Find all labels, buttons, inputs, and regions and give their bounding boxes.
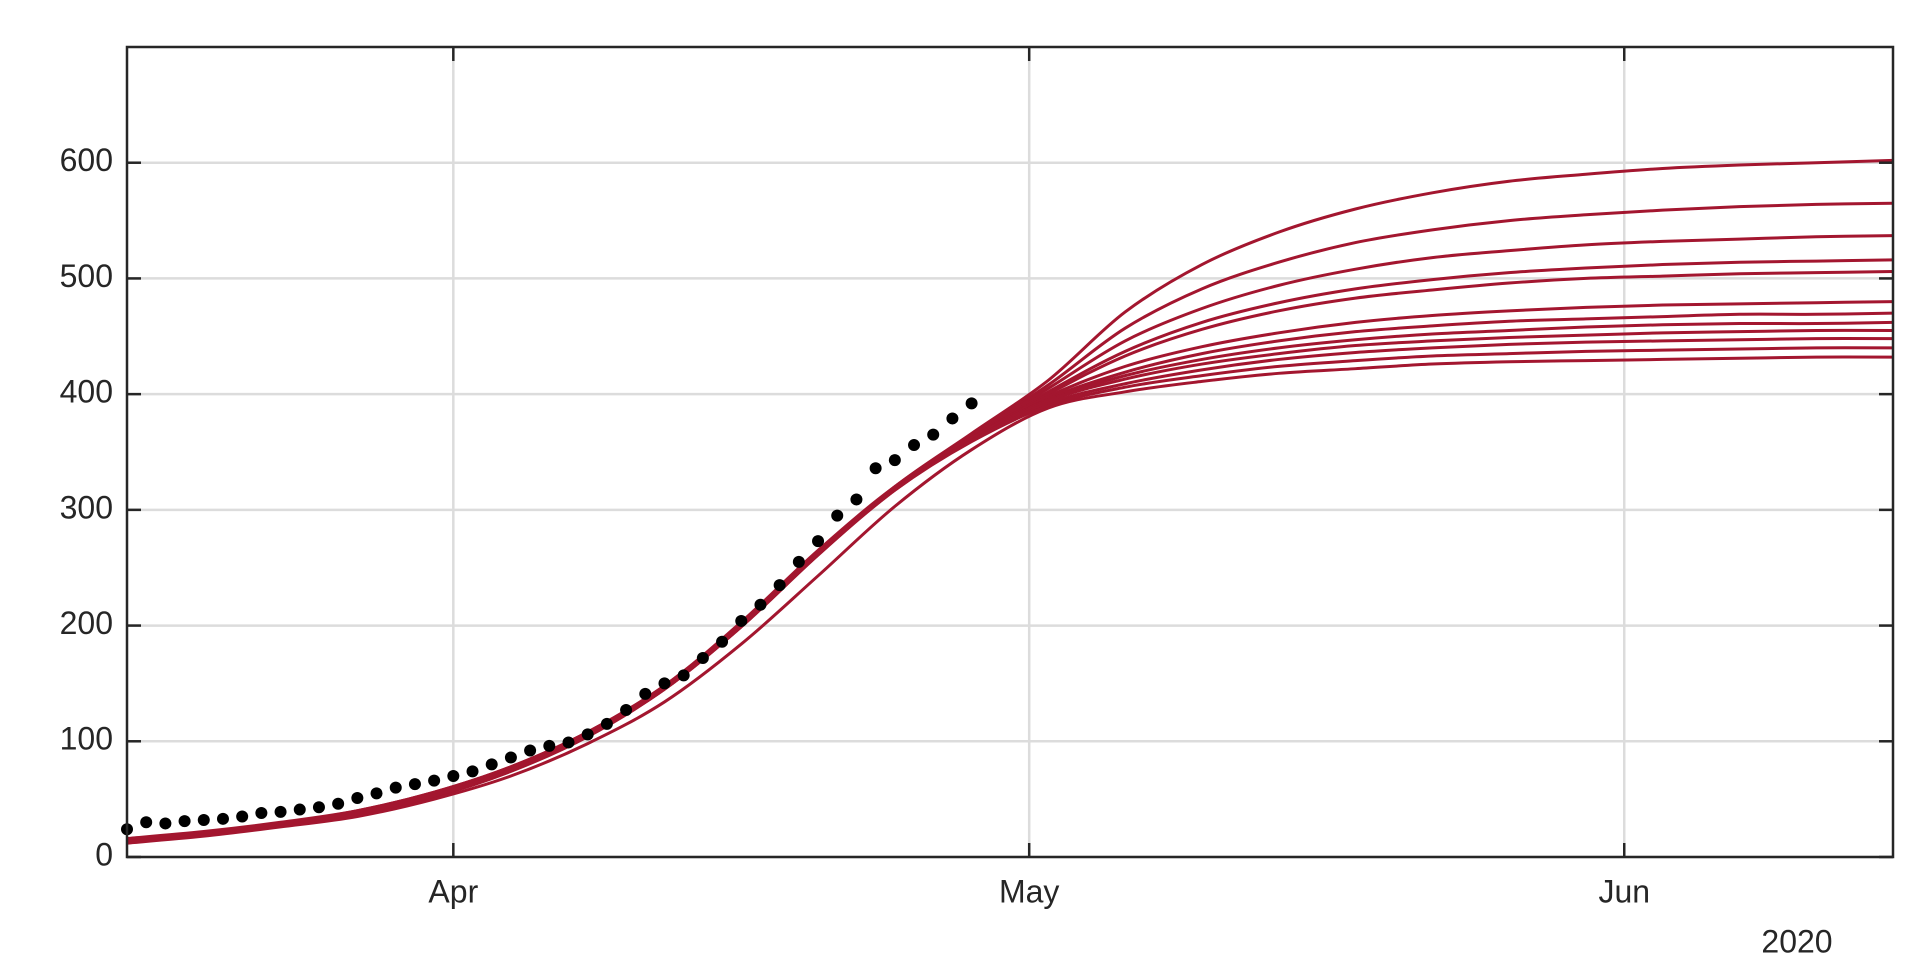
observed-point (216, 812, 229, 825)
dots (121, 397, 978, 836)
observed-point (716, 635, 729, 648)
observed-point (466, 765, 479, 778)
observed-point (178, 815, 191, 828)
y-tick-label: 200 (60, 605, 113, 641)
observed-point (351, 791, 364, 804)
observed-point (677, 669, 690, 682)
observed-point (600, 717, 613, 730)
observed-point (639, 687, 652, 700)
observed-point (255, 807, 268, 820)
lines (126, 158, 1894, 845)
observed-point (408, 778, 421, 791)
observed-point (658, 677, 671, 690)
observed-point (332, 797, 345, 810)
simulation-line (126, 355, 1894, 845)
observed-point (888, 454, 901, 467)
y-tick-label: 0 (95, 836, 113, 872)
observed-point (792, 555, 805, 568)
y-tick-label: 400 (60, 374, 113, 410)
observed-point (869, 462, 882, 475)
observed-point (735, 614, 748, 627)
x-tick-label: Apr (428, 873, 478, 909)
observed-point (370, 787, 383, 800)
observed-point (696, 651, 709, 664)
observed-point (946, 412, 959, 425)
observed-point (773, 579, 786, 592)
observed-point (965, 397, 978, 410)
observed-point (524, 744, 537, 757)
observed-point (581, 728, 594, 741)
observed-point (850, 493, 863, 506)
observed-point (159, 817, 172, 830)
y-tick-label: 500 (60, 258, 113, 294)
x-tick-label: May (999, 873, 1059, 909)
observed-point (927, 428, 940, 441)
plot-frame (125, 45, 1895, 859)
x-tick-label: Jun (1598, 873, 1650, 909)
observed-point (908, 439, 921, 452)
observed-point (504, 751, 517, 764)
observed-point (620, 704, 633, 717)
observed-point (428, 774, 441, 787)
observed-point (312, 801, 325, 814)
axes: 0 100 200 300 400 500 600 Apr May Jun (60, 45, 1895, 909)
observed-point (562, 736, 575, 749)
y-tick-label: 300 (60, 489, 113, 525)
y-tick-label: 100 (60, 721, 113, 757)
y-tick-label: 600 (60, 142, 113, 178)
simulation-line (126, 346, 1894, 844)
observed-point (543, 739, 556, 752)
observed-point (274, 805, 287, 818)
x-axis-year: 2020 (1761, 923, 1832, 959)
observed-point (197, 813, 210, 826)
observed-point (140, 816, 153, 829)
observed-point (447, 770, 460, 782)
observed-point (485, 758, 498, 771)
observed-point (812, 535, 825, 548)
observed-point (754, 598, 767, 611)
observed-point (236, 810, 249, 823)
observed-point (293, 803, 306, 816)
observed-point (389, 781, 402, 794)
observed-point (831, 509, 844, 522)
grid (127, 47, 1893, 859)
